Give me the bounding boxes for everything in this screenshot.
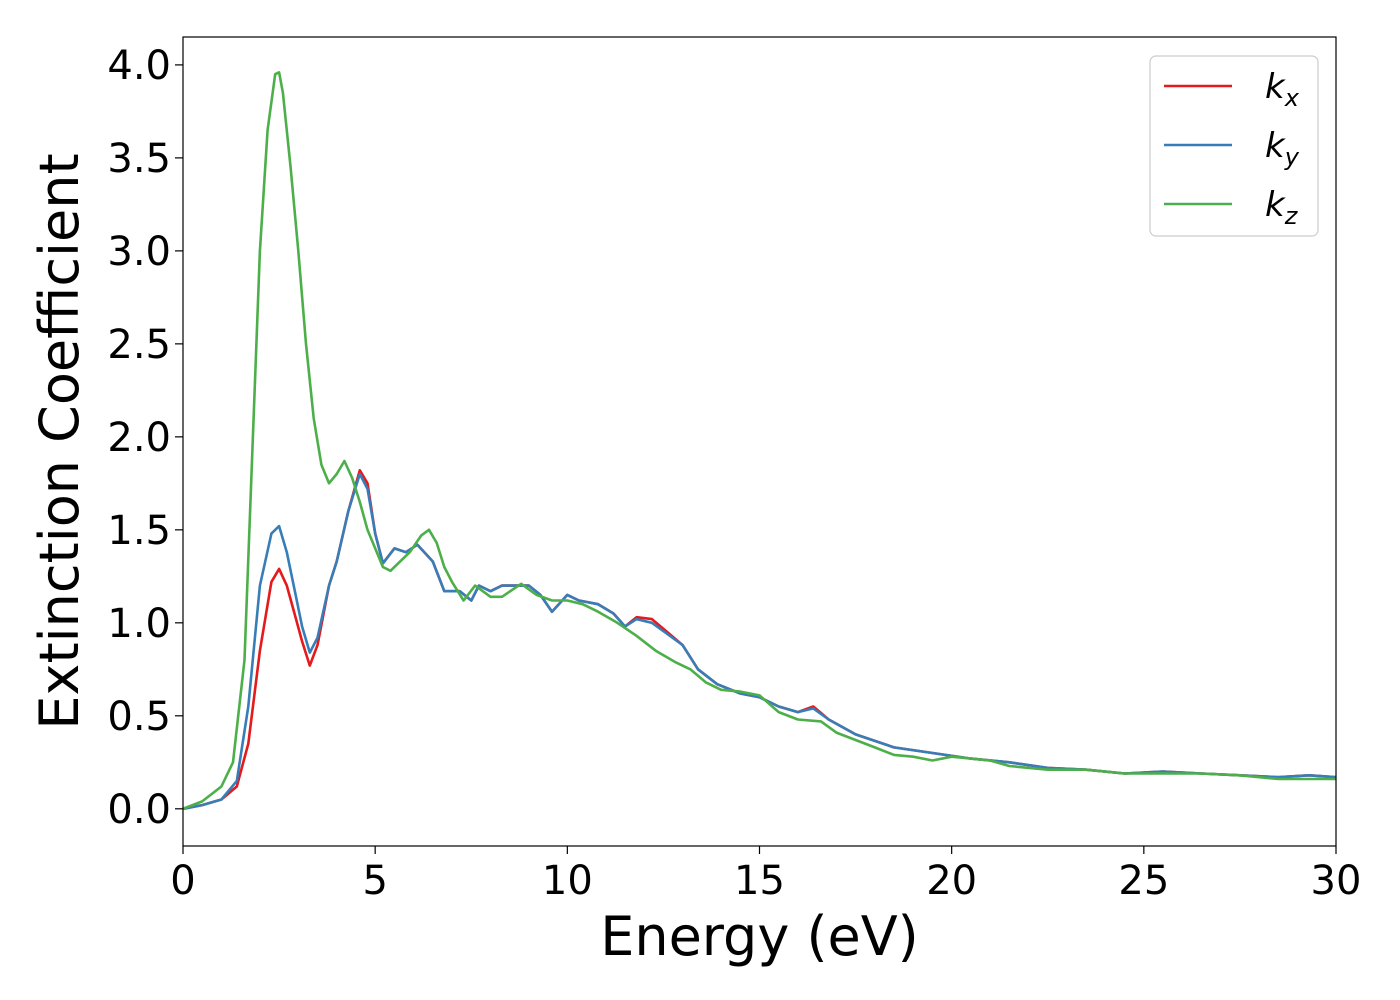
y-tick-label: 1.0 xyxy=(107,601,171,647)
y-tick-label: 0.5 xyxy=(107,694,171,740)
legend-label-z: kz xyxy=(1265,185,1299,230)
series-layer xyxy=(183,71,1336,811)
x-tick-label: 15 xyxy=(734,858,785,904)
legend-box xyxy=(1149,55,1319,237)
y-axis-ticks: 0.0 0.5 1.0 1.5 2.0 2.5 3.0 3.5 4.0 xyxy=(107,43,183,833)
x-axis-ticks: 0 5 10 15 20 25 30 xyxy=(170,846,1361,904)
y-axis-label: Extinction Coefficient xyxy=(28,153,91,729)
x-tick-label: 25 xyxy=(1118,858,1169,904)
x-axis-label: Energy (eV) xyxy=(600,905,919,968)
x-tick-label: 30 xyxy=(1311,858,1362,904)
y-tick-label: 2.5 xyxy=(107,322,171,368)
legend: kx ky kz xyxy=(1149,55,1319,237)
x-tick-label: 5 xyxy=(362,858,387,904)
y-tick-label: 4.0 xyxy=(107,43,171,89)
x-tick-label: 0 xyxy=(170,858,195,904)
x-tick-label: 10 xyxy=(542,858,593,904)
series-line-x xyxy=(183,469,1336,811)
series-line-z xyxy=(183,71,1336,811)
y-tick-label: 3.5 xyxy=(107,136,171,182)
y-tick-label: 3.0 xyxy=(107,229,171,275)
legend-label-x: kx xyxy=(1265,67,1300,112)
y-tick-label: 1.5 xyxy=(107,508,171,554)
y-tick-label: 0.0 xyxy=(107,787,171,833)
series-line-y xyxy=(183,472,1336,811)
x-tick-label: 20 xyxy=(926,858,977,904)
y-tick-label: 2.0 xyxy=(107,415,171,461)
legend-label-y: ky xyxy=(1265,126,1300,171)
